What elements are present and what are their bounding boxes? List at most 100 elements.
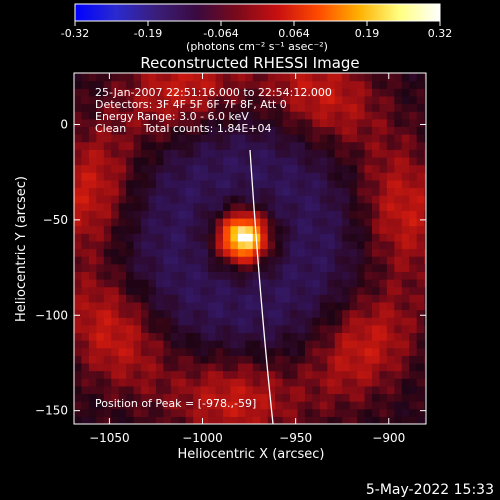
heatmap-cell <box>118 248 127 257</box>
heatmap-cell <box>401 393 410 402</box>
heatmap-cell <box>349 355 358 364</box>
heatmap-cell <box>230 301 239 311</box>
heatmap-cell <box>275 149 284 158</box>
heatmap-cell <box>170 172 179 181</box>
heatmap-cell <box>252 408 261 417</box>
heatmap-cell <box>148 187 157 196</box>
heatmap-cell <box>170 362 179 372</box>
heatmap-cell <box>349 263 358 272</box>
heatmap-cell <box>275 301 284 311</box>
heatmap-cell <box>304 286 313 295</box>
heatmap-cell <box>401 195 410 204</box>
heatmap-cell <box>222 317 232 326</box>
heatmap-cell <box>148 355 157 364</box>
heatmap-cell <box>312 416 321 424</box>
heatmap-cell <box>267 309 276 318</box>
heatmap-cell <box>74 149 83 158</box>
heatmap-cell <box>208 118 217 128</box>
heatmap-cell <box>319 95 328 105</box>
heatmap-cell <box>88 217 97 227</box>
heatmap-cell <box>185 385 194 395</box>
heatmap-cell <box>416 88 425 97</box>
heatmap-cell <box>96 233 105 242</box>
heatmap-cell <box>297 408 306 417</box>
heatmap-cell <box>133 240 142 250</box>
heatmap-cell <box>386 378 395 387</box>
heatmap-cell <box>155 301 164 311</box>
heatmap-cell <box>394 172 403 181</box>
heatmap-cell <box>386 126 395 135</box>
heatmap-cell <box>416 263 425 272</box>
heatmap-cell <box>252 317 261 326</box>
heatmap-cell <box>401 149 410 158</box>
heatmap-cell <box>126 233 135 242</box>
heatmap-cell <box>208 141 217 150</box>
heatmap-cell <box>74 118 83 128</box>
heatmap-cell <box>379 256 388 265</box>
heatmap-cell <box>275 164 284 173</box>
heatmap-cell <box>394 88 403 97</box>
heatmap-cell <box>215 164 224 173</box>
heatmap-cell <box>297 332 306 341</box>
heatmap-cell <box>357 332 366 341</box>
heatmap-cell <box>200 164 209 173</box>
heatmap-cell <box>416 408 425 417</box>
heatmap-cell <box>334 126 343 135</box>
heatmap-cell <box>111 294 120 303</box>
heatmap-cell <box>133 309 142 318</box>
heatmap-cell <box>401 286 410 295</box>
heatmap-cell <box>379 301 388 311</box>
heatmap-cell <box>126 256 135 265</box>
heatmap-cell <box>148 233 157 242</box>
heatmap-cell <box>386 156 395 166</box>
heatmap-cell <box>379 347 388 356</box>
heatmap-cell <box>185 111 194 120</box>
heatmap-cell <box>364 149 373 158</box>
heatmap-cell <box>282 149 291 158</box>
heatmap-cell <box>290 393 299 402</box>
heatmap-cell <box>342 80 351 89</box>
heatmap-cell <box>185 187 194 196</box>
heatmap-cell <box>193 80 202 89</box>
heatmap-cell <box>319 370 328 379</box>
heatmap-cell <box>155 248 164 257</box>
heatmap-cell <box>297 378 306 387</box>
heatmap-cell <box>312 408 321 417</box>
heatmap-cell <box>111 416 120 424</box>
heatmap-cell <box>155 80 164 89</box>
heatmap-cell <box>74 80 83 89</box>
heatmap-cell <box>260 279 269 288</box>
colorbar-tick-label: -0.064 <box>203 27 238 40</box>
heatmap-cell <box>260 202 269 211</box>
heatmap-cell <box>141 233 150 242</box>
heatmap-cell <box>133 88 142 97</box>
heatmap-cell <box>342 286 351 295</box>
heatmap-cell <box>409 271 418 280</box>
heatmap-cell <box>74 134 83 143</box>
heatmap-cell <box>349 187 358 196</box>
heatmap-cell <box>118 233 127 242</box>
heatmap-cell <box>334 332 343 341</box>
heatmap-cell <box>178 286 187 295</box>
heatmap-cell <box>103 134 112 143</box>
heatmap-cell <box>215 309 224 318</box>
heatmap-cell <box>178 370 187 379</box>
heatmap-cell <box>252 172 261 181</box>
heatmap-cell <box>163 355 172 364</box>
heatmap-cell <box>155 111 164 120</box>
heatmap-cell <box>282 355 291 364</box>
heatmap-cell <box>290 279 299 288</box>
heatmap-cell <box>200 370 209 379</box>
heatmap-cell <box>170 217 179 227</box>
heatmap-cell <box>141 118 150 128</box>
heatmap-cell <box>401 362 410 372</box>
heatmap-cell <box>349 225 358 234</box>
heatmap-cell <box>141 225 150 234</box>
heatmap-cell <box>148 301 157 311</box>
heatmap-cell <box>118 355 127 364</box>
heatmap-cell <box>319 172 328 181</box>
heatmap-cell <box>222 416 232 424</box>
heatmap-cell <box>170 88 179 97</box>
heatmap-cell <box>349 385 358 395</box>
heatmap-cell <box>245 164 254 173</box>
